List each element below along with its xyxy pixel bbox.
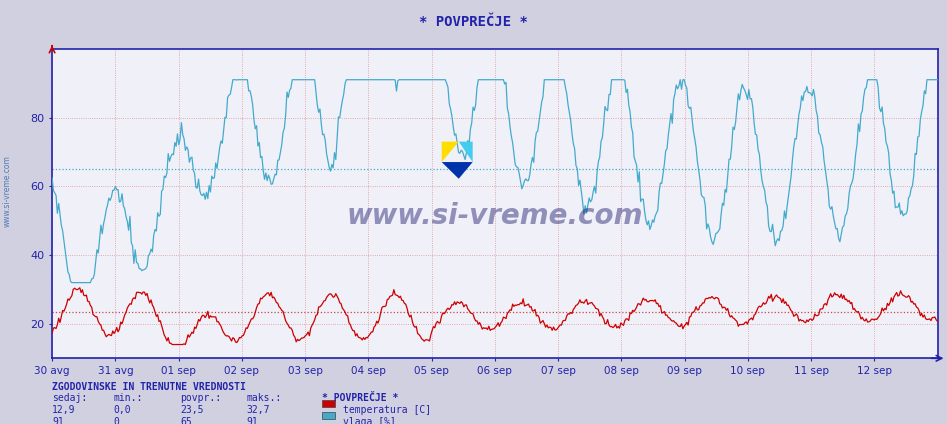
Text: 12,9: 12,9 bbox=[52, 405, 76, 416]
Text: sedaj:: sedaj: bbox=[52, 393, 87, 404]
Text: 0,0: 0,0 bbox=[114, 405, 132, 416]
Polygon shape bbox=[441, 162, 473, 179]
Text: 0: 0 bbox=[114, 417, 119, 424]
Text: min.:: min.: bbox=[114, 393, 143, 404]
Text: vlaga [%]: vlaga [%] bbox=[343, 417, 396, 424]
Text: * POVPREČJE *: * POVPREČJE * bbox=[322, 393, 399, 404]
Text: * POVPREČJE *: * POVPREČJE * bbox=[420, 15, 527, 29]
Text: temperatura [C]: temperatura [C] bbox=[343, 405, 431, 416]
Text: www.si-vreme.com: www.si-vreme.com bbox=[347, 202, 643, 230]
Text: 65: 65 bbox=[180, 417, 191, 424]
Text: 23,5: 23,5 bbox=[180, 405, 204, 416]
Text: maks.:: maks.: bbox=[246, 393, 281, 404]
Polygon shape bbox=[441, 142, 458, 162]
Text: ZGODOVINSKE IN TRENUTNE VREDNOSTI: ZGODOVINSKE IN TRENUTNE VREDNOSTI bbox=[52, 382, 246, 392]
Text: 91: 91 bbox=[52, 417, 63, 424]
Polygon shape bbox=[458, 142, 473, 162]
Text: 32,7: 32,7 bbox=[246, 405, 270, 416]
Text: www.si-vreme.com: www.si-vreme.com bbox=[3, 155, 12, 227]
Text: povpr.:: povpr.: bbox=[180, 393, 221, 404]
Text: 91: 91 bbox=[246, 417, 258, 424]
